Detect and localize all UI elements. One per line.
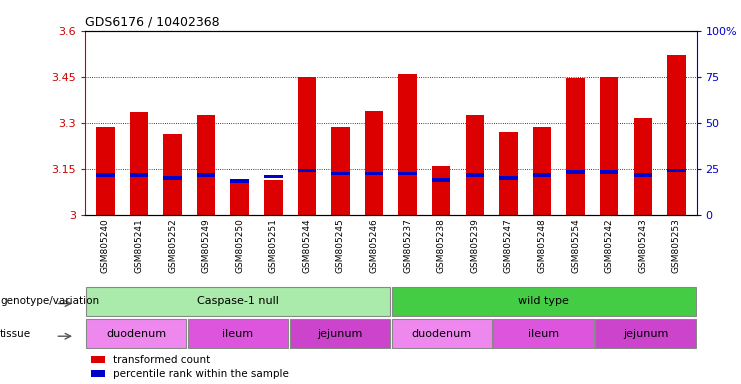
Bar (96, 127, 115, 215)
Text: duodenum: duodenum (412, 329, 472, 339)
Text: Caspase-1 null: Caspase-1 null (197, 296, 279, 306)
Text: GSM805252: GSM805252 (168, 218, 177, 273)
Text: GSM805243: GSM805243 (638, 218, 648, 273)
Text: ileum: ileum (528, 329, 559, 339)
Text: jejunum: jejunum (623, 329, 668, 339)
Text: GDS6176 / 10402368: GDS6176 / 10402368 (85, 15, 220, 28)
Bar (163, 176, 182, 180)
Text: GSM805244: GSM805244 (302, 218, 311, 273)
Bar (399, 172, 417, 175)
Bar (391, 319, 492, 348)
Bar (130, 112, 148, 215)
Bar (499, 132, 518, 215)
Text: jejunum: jejunum (317, 329, 362, 339)
Bar (163, 134, 182, 215)
Text: transformed count: transformed count (113, 355, 210, 365)
Bar (566, 78, 585, 215)
Bar (230, 183, 249, 215)
Bar (290, 319, 391, 348)
Bar (634, 173, 652, 177)
Bar (365, 172, 383, 175)
Bar (494, 319, 594, 348)
Text: GSM805253: GSM805253 (672, 218, 681, 273)
Bar (499, 176, 518, 180)
Text: GSM805245: GSM805245 (336, 218, 345, 273)
Bar (566, 170, 585, 174)
Bar (432, 166, 451, 215)
Text: tissue: tissue (0, 329, 31, 339)
Text: GSM805237: GSM805237 (403, 218, 412, 273)
Bar (365, 111, 383, 215)
Bar (331, 127, 350, 215)
Bar (91, 370, 104, 377)
Bar (230, 179, 249, 183)
Bar (130, 173, 148, 177)
Bar (264, 175, 282, 179)
Bar (533, 127, 551, 215)
Bar (298, 169, 316, 172)
Bar (595, 319, 696, 348)
Bar (187, 319, 288, 348)
Bar (331, 172, 350, 175)
Text: GSM805242: GSM805242 (605, 218, 614, 273)
Text: GSM805241: GSM805241 (134, 218, 144, 273)
Text: GSM805247: GSM805247 (504, 218, 513, 273)
Bar (197, 115, 216, 215)
Bar (667, 169, 685, 172)
Text: genotype/variation: genotype/variation (0, 296, 99, 306)
Text: duodenum: duodenum (106, 329, 166, 339)
Bar (391, 286, 696, 316)
Bar (432, 178, 451, 182)
Bar (86, 286, 391, 316)
Bar (298, 77, 316, 215)
Text: GSM805239: GSM805239 (471, 218, 479, 273)
Text: wild type: wild type (518, 296, 569, 306)
Bar (600, 77, 619, 215)
Bar (600, 170, 619, 174)
Text: GSM805240: GSM805240 (101, 218, 110, 273)
Bar (667, 55, 685, 215)
Bar (634, 118, 652, 215)
Bar (197, 173, 216, 177)
Bar (465, 115, 484, 215)
Text: GSM805254: GSM805254 (571, 218, 580, 273)
Text: GSM805238: GSM805238 (436, 218, 446, 273)
Text: percentile rank within the sample: percentile rank within the sample (113, 369, 288, 379)
Bar (264, 180, 282, 215)
Bar (465, 173, 484, 177)
Bar (96, 173, 115, 177)
Text: GSM805246: GSM805246 (370, 218, 379, 273)
Text: GSM805248: GSM805248 (537, 218, 547, 273)
Bar (399, 74, 417, 215)
Text: ileum: ileum (222, 329, 253, 339)
Bar (91, 356, 104, 363)
Bar (86, 319, 187, 348)
Bar (533, 173, 551, 177)
Text: GSM805249: GSM805249 (202, 218, 210, 273)
Text: GSM805250: GSM805250 (235, 218, 245, 273)
Text: GSM805251: GSM805251 (269, 218, 278, 273)
